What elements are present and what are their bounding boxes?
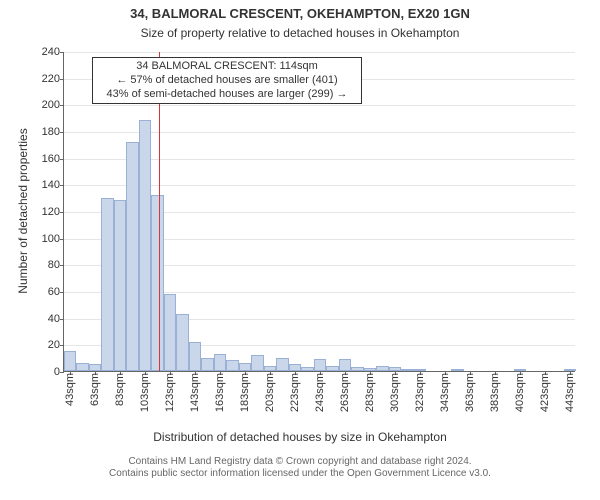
histogram-bar [451, 369, 463, 371]
x-tick-label: 263sqm [339, 371, 351, 412]
histogram-bar [151, 195, 163, 371]
histogram-bar [314, 359, 326, 371]
histogram-bar [239, 363, 251, 371]
x-tick-label: 343sqm [439, 371, 451, 412]
histogram-bar [376, 366, 388, 371]
histogram-bar [401, 369, 413, 371]
x-tick-label: 323sqm [414, 371, 426, 412]
info-line-2: ← 57% of detached houses are smaller (40… [99, 74, 355, 88]
histogram-bar [101, 198, 113, 371]
chart-title: 34, BALMORAL CRESCENT, OKEHAMPTON, EX20 … [0, 6, 600, 21]
histogram-bar [289, 364, 301, 371]
histogram-bar [89, 364, 101, 371]
x-tick-label: 103sqm [139, 371, 151, 412]
info-line-3: 43% of semi-detached houses are larger (… [99, 88, 355, 102]
x-tick-label: 63sqm [89, 371, 101, 406]
histogram-bar [164, 294, 176, 371]
footnote-line-1: Contains HM Land Registry data © Crown c… [0, 456, 600, 468]
footnote: Contains HM Land Registry data © Crown c… [0, 456, 600, 480]
histogram-bar [214, 354, 226, 371]
histogram-bar [251, 355, 263, 371]
y-tick-label: 140 [42, 179, 64, 191]
y-tick-label: 160 [42, 153, 64, 165]
y-tick-label: 180 [42, 126, 64, 138]
x-tick-label: 363sqm [464, 371, 476, 412]
x-tick-label: 283sqm [364, 371, 376, 412]
grid-line [64, 105, 575, 106]
histogram-bar [176, 314, 188, 371]
x-tick-label: 383sqm [489, 371, 501, 412]
histogram-bar [189, 342, 201, 371]
x-tick-label: 403sqm [514, 371, 526, 412]
histogram-bar [139, 120, 151, 371]
x-tick-label: 183sqm [239, 371, 251, 412]
grid-line [64, 52, 575, 53]
x-tick-label: 163sqm [214, 371, 226, 412]
histogram-bar [64, 351, 76, 371]
footnote-line-2: Contains public sector information licen… [0, 468, 600, 480]
info-box: 34 BALMORAL CRESCENT: 114sqm ← 57% of de… [92, 57, 362, 104]
x-tick-label: 143sqm [189, 371, 201, 412]
x-tick-label: 423sqm [539, 371, 551, 412]
y-axis-label: Number of detached properties [16, 51, 30, 371]
y-tick-label: 240 [42, 46, 64, 58]
x-tick-label: 123sqm [164, 371, 176, 412]
chart-subtitle: Size of property relative to detached ho… [0, 26, 600, 40]
histogram-bar [76, 363, 88, 371]
y-tick-label: 200 [42, 99, 64, 111]
x-tick-label: 443sqm [564, 371, 576, 412]
histogram-bar [201, 358, 213, 371]
info-line-1: 34 BALMORAL CRESCENT: 114sqm [99, 60, 355, 74]
x-tick-label: 203sqm [264, 371, 276, 412]
x-tick-label: 43sqm [64, 371, 76, 406]
x-axis-label: Distribution of detached houses by size … [0, 430, 600, 444]
y-tick-label: 120 [42, 206, 64, 218]
histogram-bar [351, 367, 363, 371]
y-tick-label: 40 [48, 313, 64, 325]
histogram-bar [114, 200, 126, 371]
x-tick-label: 223sqm [289, 371, 301, 412]
x-tick-label: 303sqm [389, 371, 401, 412]
histogram-bar [326, 366, 338, 371]
chart-container: 34, BALMORAL CRESCENT, OKEHAMPTON, EX20 … [0, 0, 600, 500]
y-tick-label: 100 [42, 233, 64, 245]
y-tick-label: 60 [48, 286, 64, 298]
histogram-bar [276, 358, 288, 371]
histogram-bar [339, 359, 351, 371]
histogram-bar [226, 360, 238, 371]
x-tick-label: 83sqm [114, 371, 126, 406]
histogram-bar [301, 367, 313, 371]
x-tick-label: 243sqm [314, 371, 326, 412]
y-tick-label: 20 [48, 339, 64, 351]
y-tick-label: 0 [54, 366, 64, 378]
y-tick-label: 80 [48, 259, 64, 271]
y-tick-label: 220 [42, 73, 64, 85]
histogram-bar [126, 142, 138, 371]
